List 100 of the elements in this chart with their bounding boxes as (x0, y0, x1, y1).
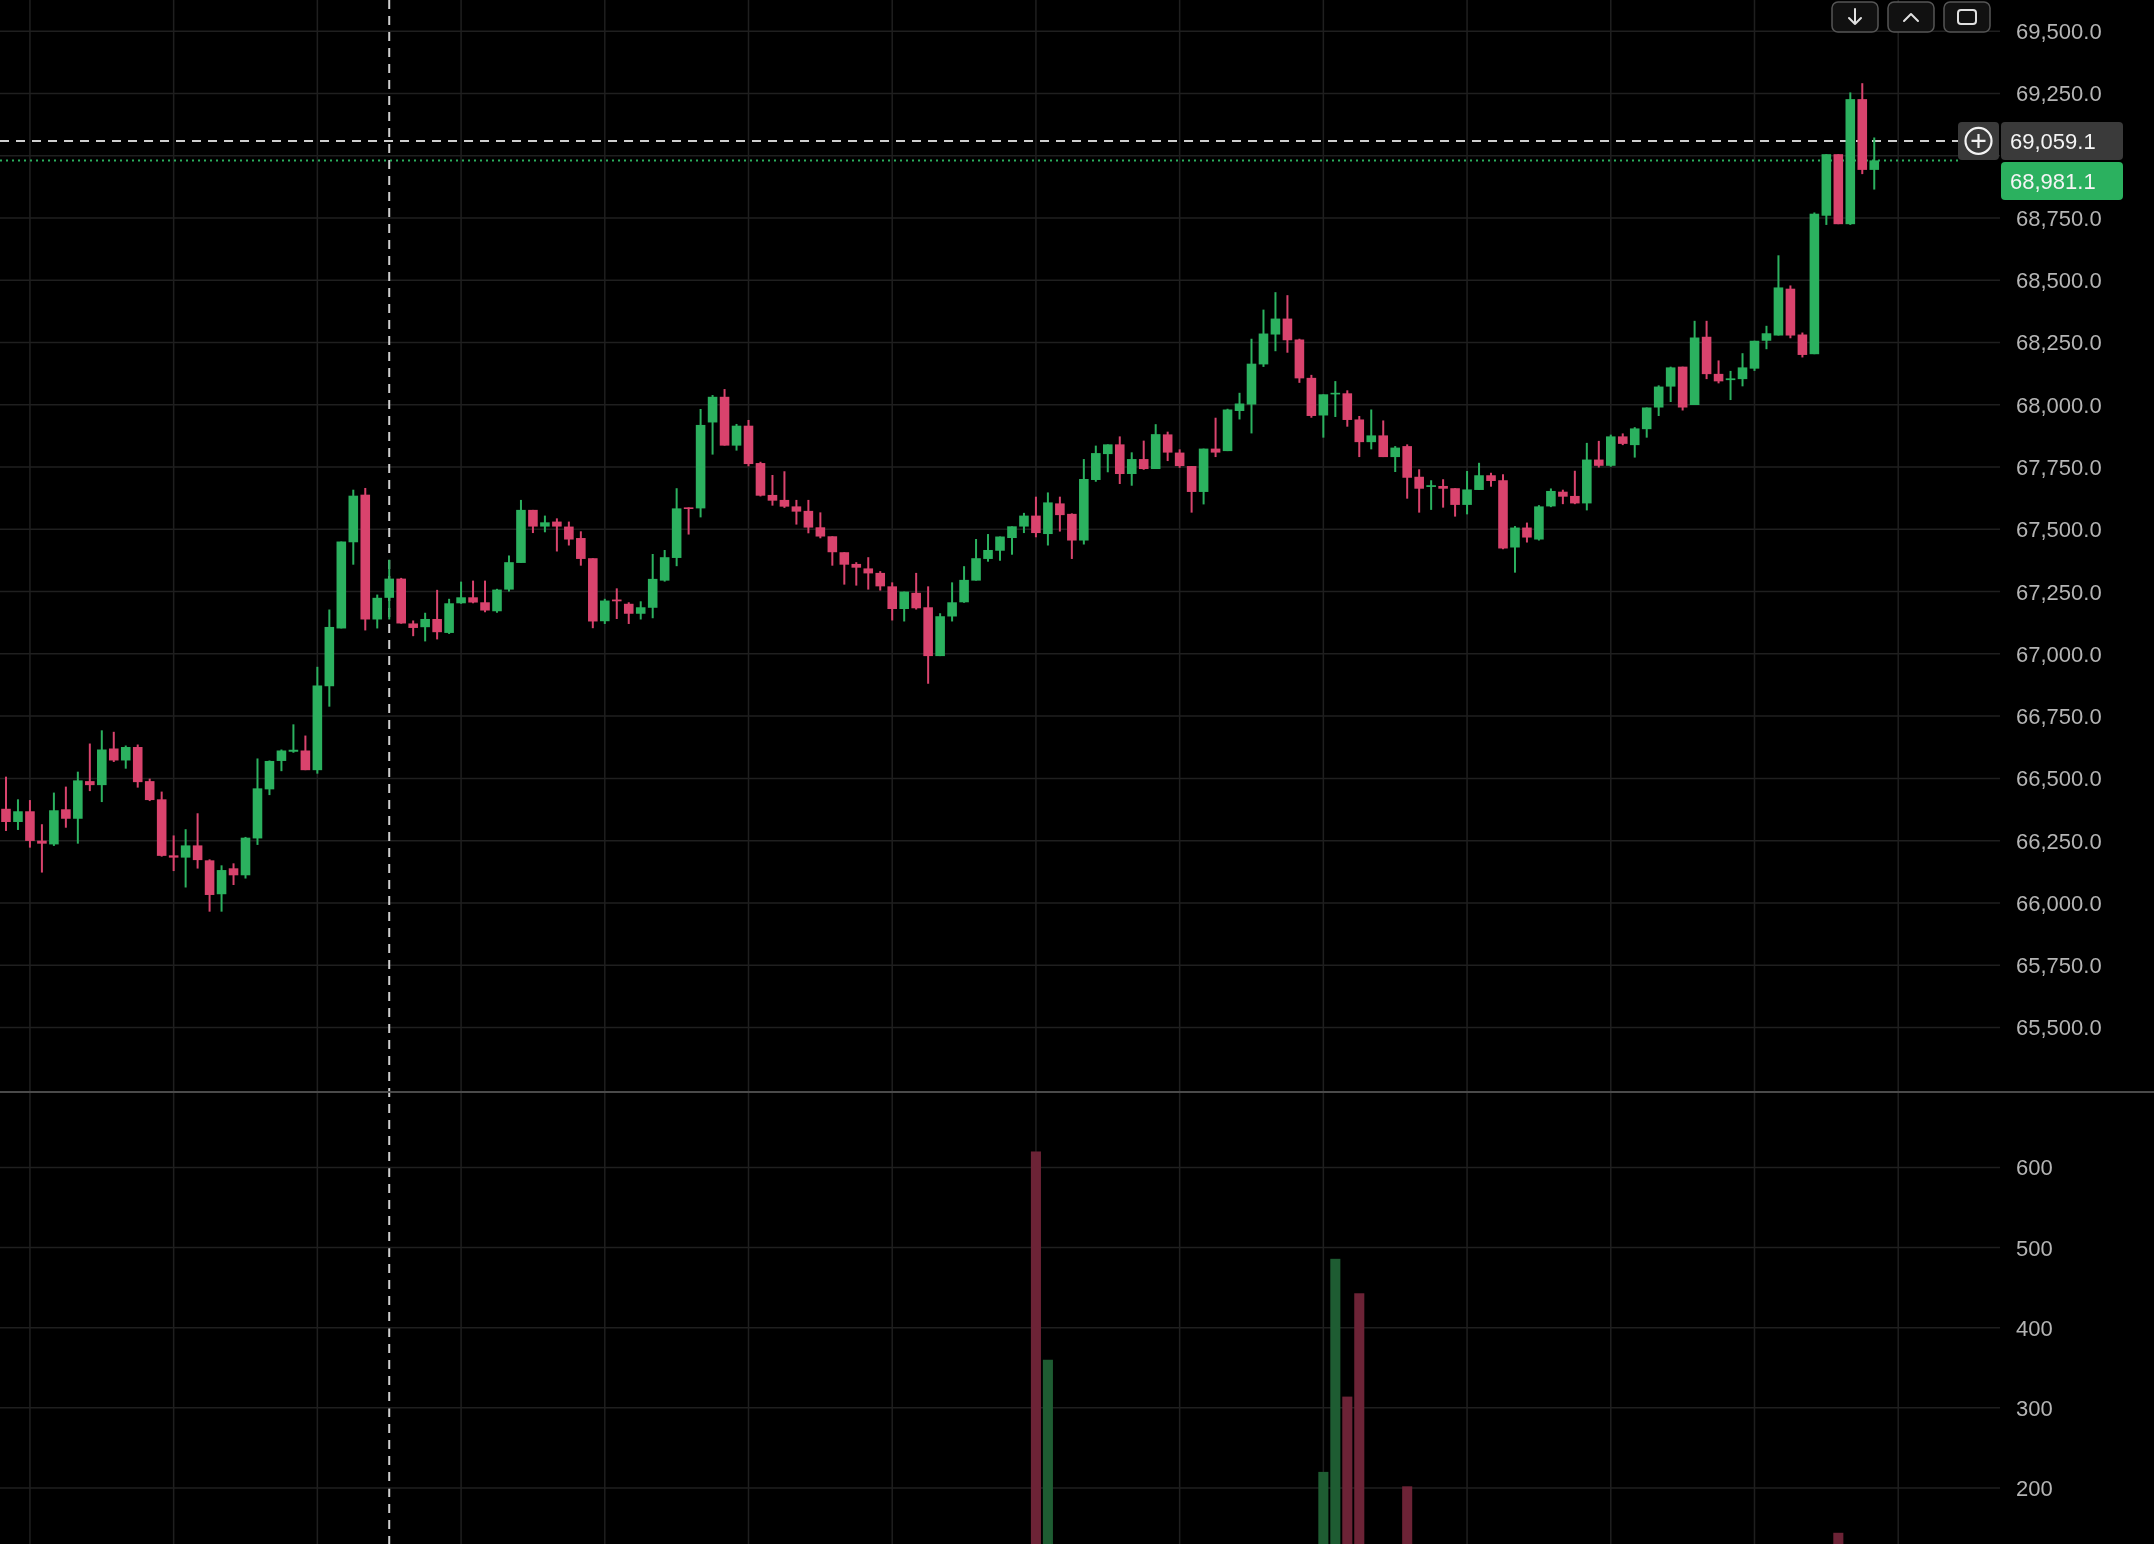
y-tick-label: 68,250.0 (2016, 329, 2102, 355)
ref-line-label: 68,981.1 (2010, 168, 2096, 194)
candlestick (1270, 291, 1281, 353)
candlestick (851, 561, 862, 587)
candlestick (37, 823, 47, 874)
candlestick (600, 597, 610, 625)
candlestick (85, 742, 95, 793)
candlestick (839, 551, 850, 586)
candlestick (1366, 408, 1377, 451)
candlestick (791, 498, 802, 526)
candlestick (683, 506, 694, 536)
candlestick (144, 777, 155, 803)
candlestick (1725, 369, 1736, 402)
y-tick-label: 500 (2016, 1235, 2053, 1261)
candlestick (887, 581, 898, 622)
candlestick (13, 798, 23, 831)
y-tick-label: 300 (2016, 1395, 2053, 1421)
candlestick (623, 601, 634, 625)
y-tick-label: 65,500.0 (2016, 1014, 2102, 1040)
candlestick (432, 588, 442, 641)
y-tick-label: 66,250.0 (2016, 828, 2102, 854)
candlestick (911, 571, 921, 611)
candlestick (1210, 416, 1221, 459)
y-tick-label: 67,000.0 (2016, 641, 2102, 667)
candlestick (456, 580, 466, 605)
candlestick (947, 581, 957, 623)
y-tick-label: 400 (2016, 1315, 2053, 1341)
candlestick (863, 556, 874, 591)
candlestick (1055, 495, 1065, 533)
candlestick (1102, 443, 1113, 474)
candlestick (1174, 448, 1185, 469)
candlestick (899, 590, 909, 623)
candlestick (564, 520, 574, 547)
y-tick-label: 69,250.0 (2016, 80, 2102, 106)
candlestick (180, 828, 191, 889)
candlestick (1761, 324, 1772, 351)
candlestick (1390, 445, 1400, 474)
candlestick (1126, 451, 1137, 487)
candlestick (1007, 525, 1017, 556)
candlestick (1318, 393, 1329, 439)
candlestick (61, 785, 71, 829)
candlestick (971, 538, 981, 582)
candlestick (1031, 495, 1041, 539)
candlestick (779, 470, 790, 509)
candlestick (108, 730, 119, 763)
candlestick (1570, 469, 1580, 506)
candlestick (300, 734, 311, 772)
candlestick (1450, 487, 1460, 518)
candlestick (1, 775, 11, 832)
candlestick (1414, 468, 1424, 514)
y-tick-label: 66,750.0 (2016, 703, 2102, 729)
candlestick (635, 600, 646, 621)
candlestick (731, 422, 742, 452)
candlestick (1474, 461, 1484, 491)
candlestick (1546, 487, 1556, 509)
candlestick (659, 548, 670, 583)
y-tick-label: 69,500.0 (2016, 18, 2102, 44)
y-tick-label: 200 (2016, 1475, 2053, 1501)
candlestick (1426, 479, 1436, 511)
candlestick (1138, 439, 1149, 471)
candlestick (576, 530, 586, 567)
y-tick-label: 68,500.0 (2016, 267, 2102, 293)
y-tick-label: 600 (2016, 1155, 2053, 1180)
candlestick (1641, 406, 1652, 439)
candlestick (1510, 525, 1520, 574)
candlestick (803, 498, 814, 535)
candlestick (420, 611, 430, 643)
y-tick-label: 67,500.0 (2016, 516, 2102, 542)
candlestick (1629, 426, 1640, 459)
candlestick (1019, 511, 1029, 535)
candlestick (552, 517, 562, 553)
y-tick-label: 68,750.0 (2016, 205, 2102, 231)
candlestick (1438, 478, 1448, 509)
candlestick (384, 558, 395, 621)
candlestick (1665, 365, 1676, 404)
ref-line-label: 69,059.1 (2010, 128, 2096, 154)
y-tick-label: 67,750.0 (2016, 454, 2102, 480)
candlestick (827, 535, 838, 567)
candlestick (1162, 430, 1173, 463)
candlestick (995, 535, 1005, 562)
candlestick (959, 565, 969, 604)
y-tick-label: 65,750.0 (2016, 952, 2102, 978)
candlestick (120, 744, 131, 770)
candlestick (1522, 521, 1532, 544)
candlestick (372, 593, 383, 630)
candlestick (1737, 352, 1748, 388)
candlestick (1378, 419, 1389, 459)
candlestick (1462, 470, 1472, 516)
candlestick (228, 862, 239, 887)
candlestick (288, 723, 299, 754)
y-tick-label: 67,250.0 (2016, 579, 2102, 605)
candlestick (767, 474, 778, 507)
candlestick (983, 533, 993, 563)
candlestick (1282, 294, 1293, 354)
candlestick (1797, 331, 1808, 359)
candlestick (168, 834, 179, 873)
y-tick-label: 66,000.0 (2016, 890, 2102, 916)
candlestick (1594, 439, 1604, 469)
candlestick (492, 587, 502, 614)
y-tick-label: 66,500.0 (2016, 765, 2102, 791)
